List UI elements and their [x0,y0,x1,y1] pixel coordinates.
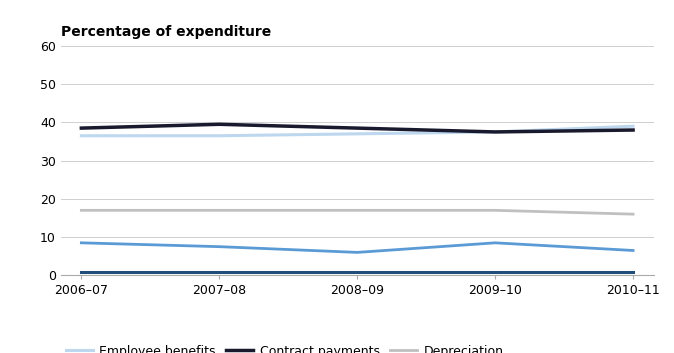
Text: Percentage of expenditure: Percentage of expenditure [61,25,271,39]
